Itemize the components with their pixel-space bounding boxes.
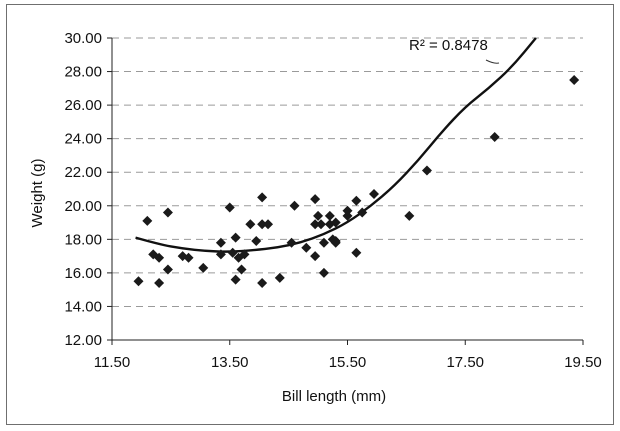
data-point xyxy=(318,237,329,248)
data-point xyxy=(274,272,285,283)
data-point xyxy=(421,165,432,176)
y-tick-label: 30.00 xyxy=(64,30,102,47)
data-point xyxy=(257,277,268,288)
y-tick-label: 18.00 xyxy=(64,231,102,248)
data-point xyxy=(569,74,580,85)
data-point xyxy=(154,277,165,288)
data-point xyxy=(404,210,415,221)
data-points xyxy=(133,74,580,288)
data-point xyxy=(224,202,235,213)
x-axis-label: Bill length (mm) xyxy=(282,388,386,405)
data-point xyxy=(330,237,341,248)
chart-frame xyxy=(6,4,614,425)
y-tick-labels: 12.00 14.00 16.00 18.00 20.00 22.00 24.00 26.00… xyxy=(64,30,102,349)
y-tick-label: 24.00 xyxy=(64,131,102,148)
data-point xyxy=(289,200,300,211)
data-point xyxy=(324,210,335,221)
data-point xyxy=(310,251,321,262)
data-point xyxy=(310,219,321,230)
data-point xyxy=(198,262,209,273)
data-point xyxy=(330,217,341,228)
data-point xyxy=(310,194,321,205)
data-point xyxy=(215,237,226,248)
data-point xyxy=(227,247,238,258)
data-point xyxy=(230,232,241,243)
data-point xyxy=(368,189,379,200)
x-tick-label: 13.50 xyxy=(211,354,249,371)
data-point xyxy=(230,274,241,285)
data-point xyxy=(239,249,250,260)
x-tick-label: 11.50 xyxy=(94,354,130,371)
y-tick-label: 14.00 xyxy=(64,298,102,315)
data-point xyxy=(313,210,324,221)
data-point xyxy=(342,205,353,216)
data-point xyxy=(245,219,256,230)
data-point xyxy=(263,219,274,230)
data-point xyxy=(342,210,353,221)
data-point xyxy=(162,207,173,218)
data-point xyxy=(162,264,173,275)
grid-lines xyxy=(112,37,583,307)
r-squared-annotation: R² = 0.8478 xyxy=(409,37,488,54)
x-tick-label: 15.50 xyxy=(329,354,367,371)
y-axis-label: Weight (g) xyxy=(29,159,46,228)
y-tick-label: 20.00 xyxy=(64,198,102,215)
annotation-leader xyxy=(485,59,500,64)
data-point xyxy=(351,195,362,206)
data-point xyxy=(316,219,327,230)
data-point xyxy=(154,252,165,263)
data-point xyxy=(251,236,262,247)
y-tick-label: 26.00 xyxy=(64,97,102,114)
data-point xyxy=(301,242,312,253)
data-point xyxy=(286,237,297,248)
y-tick-label: 28.00 xyxy=(64,64,102,81)
data-point xyxy=(133,276,144,287)
data-point xyxy=(351,247,362,258)
data-point xyxy=(257,219,268,230)
data-point xyxy=(183,252,194,263)
y-tick-label: 16.00 xyxy=(64,265,102,282)
data-point xyxy=(257,192,268,203)
data-point xyxy=(489,131,500,142)
y-tick-label: 12.00 xyxy=(64,332,102,349)
y-tick-label: 22.00 xyxy=(64,164,102,181)
data-point xyxy=(318,267,329,278)
data-point xyxy=(215,249,226,260)
x-tick-label: 17.50 xyxy=(446,354,484,371)
x-tick-label: 19.50 xyxy=(564,354,602,371)
data-point xyxy=(142,215,153,226)
trendline xyxy=(135,37,537,253)
data-point xyxy=(357,207,368,218)
x-tick-labels: 11.50 13.50 15.50 17.50 19.50 xyxy=(94,354,602,371)
axes xyxy=(107,37,584,345)
data-point xyxy=(236,264,247,275)
